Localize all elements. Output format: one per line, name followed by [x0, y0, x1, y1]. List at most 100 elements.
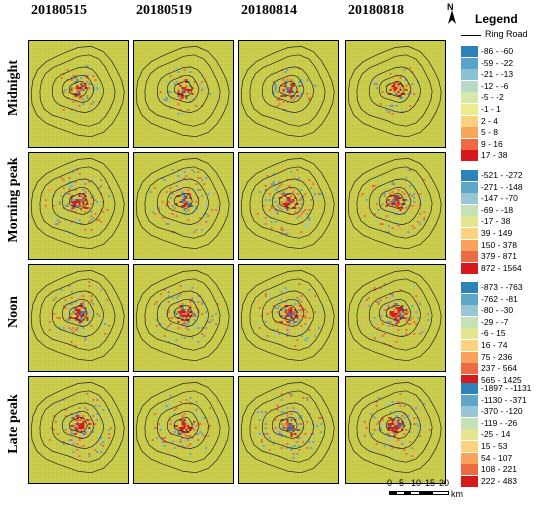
legend-item: -370 - -120 [461, 406, 550, 418]
legend-item: 39 - 149 [461, 228, 550, 239]
legend-block-noon: -873 - -763 -762 - -81 -80 - -30 -29 - -7 -6… [461, 282, 550, 386]
legend-swatch [461, 351, 478, 363]
map-panel-noon-1 [28, 264, 129, 372]
map-panel-noon-2 [133, 264, 234, 372]
row-label-late-peak: Late peak [6, 394, 21, 454]
legend-item: 16 - 74 [461, 340, 550, 351]
legend-item: -1897 - -1131 [461, 383, 550, 394]
scale-tick: 5 [399, 478, 405, 488]
legend-class-label: 16 - 74 [481, 340, 508, 350]
map-panel-late-peak-1 [28, 376, 129, 484]
legend-swatch [461, 383, 478, 394]
legend-item: -762 - -81 [461, 293, 550, 305]
legend-item: 5 - 8 [461, 127, 550, 139]
legend-swatch [461, 204, 478, 216]
legend-class-label: -86 - -60 [481, 46, 514, 56]
legend-item: -271 - -148 [461, 181, 550, 193]
legend-item: 237 - 564 [461, 363, 550, 375]
legend-item: -86 - -60 [461, 46, 550, 57]
legend-class-label: -80 - -30 [481, 305, 514, 316]
legend-swatch [461, 464, 478, 476]
legend-class-label: -69 - -18 [481, 204, 514, 215]
column-label-date-1: 20180515 [31, 3, 87, 18]
map-panel-noon-3 [238, 264, 339, 372]
legend-swatch [461, 181, 478, 193]
north-arrow-icon [448, 10, 456, 24]
legend-class-label: -1 - 1 [481, 104, 501, 114]
legend-title: Legend [475, 12, 518, 26]
legend-swatch [461, 193, 478, 205]
legend-class-label: 9 - 16 [481, 138, 503, 149]
legend-swatch [461, 216, 478, 228]
legend-class-label: -762 - -81 [481, 293, 518, 304]
legend-class-label: 872 - 1564 [481, 262, 522, 273]
legend-class-label: -17 - 38 [481, 216, 511, 227]
legend-swatch [461, 328, 478, 340]
legend-item: -873 - -763 [461, 282, 550, 293]
ring-road-line-symbol [461, 35, 481, 36]
scale-tick: 0 [387, 478, 393, 488]
legend-item: -1130 - -371 [461, 394, 550, 406]
legend-class-label: -59 - -22 [481, 57, 514, 68]
legend-item: 872 - 1564 [461, 262, 550, 274]
legend-item: 17 - 38 [461, 150, 550, 162]
legend-class-label: 565 - 1425 [481, 374, 522, 385]
legend-swatch [461, 316, 478, 328]
legend-class-label: -25 - 14 [481, 429, 511, 440]
scale-tick: 20 [439, 478, 450, 488]
map-panel-midnight-2 [133, 40, 234, 148]
legend-item: -12 - -6 [461, 80, 550, 92]
row-label-noon: Noon [6, 296, 21, 328]
map-panel-morning-peak-4 [345, 152, 446, 260]
legend-item: 150 - 378 [461, 239, 550, 251]
legend-item: -17 - 38 [461, 216, 550, 228]
legend-swatch [461, 80, 478, 92]
map-panel-morning-peak-2 [133, 152, 234, 260]
legend-class-label: -12 - -6 [481, 80, 509, 91]
legend-class-label: 39 - 149 [481, 228, 513, 238]
legend-item: -21 - -13 [461, 69, 550, 81]
legend-item: 222 - 483 [461, 475, 550, 487]
legend-class-label: -1897 - -1131 [481, 383, 532, 393]
ring-road-label: Ring Road [485, 29, 528, 39]
legend-class-label: -271 - -148 [481, 181, 523, 192]
legend-class-label: -29 - -7 [481, 316, 509, 327]
legend-swatch [461, 441, 478, 452]
legend-swatch [461, 92, 478, 104]
north-label: N [447, 2, 454, 12]
legend-swatch [461, 170, 478, 181]
legend-swatch [461, 452, 478, 464]
legend-class-label: -873 - -763 [481, 282, 523, 292]
legend-item: 379 - 871 [461, 251, 550, 263]
map-panel-late-peak-4 [345, 376, 446, 484]
legend-swatch [461, 115, 478, 127]
legend-item: -6 - 15 [461, 328, 550, 340]
legend-item: 565 - 1425 [461, 374, 550, 386]
legend-swatch [461, 57, 478, 69]
legend-class-label: 75 - 236 [481, 351, 513, 362]
legend-item: -5 - -2 [461, 92, 550, 104]
map-panel-morning-peak-1 [28, 152, 129, 260]
legend-block-morning-peak: -521 - -272 -271 - -148 -147 - -70 -69 - -1… [461, 170, 550, 274]
legend-class-label: 17 - 38 [481, 150, 508, 161]
map-panel-midnight-4 [345, 40, 446, 148]
legend-class-label: 54 - 107 [481, 452, 513, 463]
legend-class-label: -5 - -2 [481, 92, 504, 103]
legend-swatch [461, 104, 478, 115]
legend-class-label: 237 - 564 [481, 363, 517, 374]
legend-swatch [461, 363, 478, 375]
map-panel-midnight-1 [28, 40, 129, 148]
legend-swatch [461, 429, 478, 441]
legend-swatch [461, 138, 478, 150]
legend-class-label: 222 - 483 [481, 475, 517, 486]
map-panel-late-peak-2 [133, 376, 234, 484]
legend-item: 9 - 16 [461, 138, 550, 150]
legend-swatch [461, 228, 478, 239]
legend-swatch [461, 475, 478, 487]
legend-item: -521 - -272 [461, 170, 550, 181]
map-panel-morning-peak-3 [238, 152, 339, 260]
legend-class-label: 150 - 378 [481, 239, 517, 250]
legend-class-label: -119 - -26 [481, 417, 518, 428]
legend-swatch [461, 305, 478, 317]
legend-item: -147 - -70 [461, 193, 550, 205]
